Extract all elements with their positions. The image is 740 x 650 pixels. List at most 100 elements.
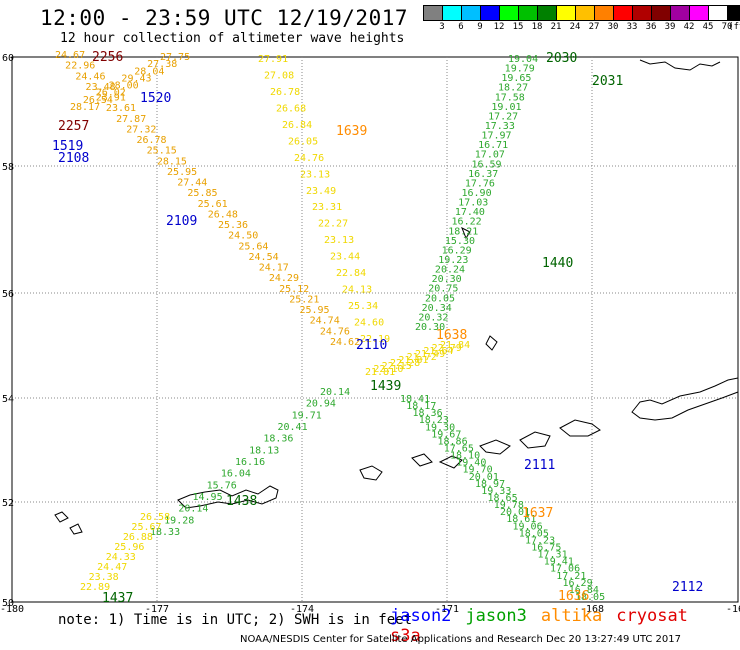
color-swatch [728,6,740,20]
wave-height-value: 28.15 [157,156,187,167]
color-swatch [481,6,500,20]
wave-height-value: 23.44 [330,252,360,263]
map-subtitle: 12 hour collection of altimeter wave hei… [60,31,405,46]
wave-height-value: 27.44 [177,178,207,189]
wave-height-value: 21.64 [423,346,453,357]
wave-height-value: 17.27 [488,111,518,122]
wave-height-value: 22.19 [360,334,390,345]
wave-height-value: 17.40 [455,207,485,218]
color-swatch [633,6,652,20]
pass-time-label: 2031 [592,74,623,89]
wave-height-value: 27.32 [126,124,156,135]
wave-height-value: 16.90 [462,188,492,199]
wave-height-value: 24.46 [75,71,105,82]
color-swatch [690,6,709,20]
wave-height-value: 29.43 [121,73,151,84]
color-scale-tick: 42 [683,22,695,32]
wave-height-value: 16.59 [471,159,501,170]
wave-height-value: 25.67 [131,522,161,533]
map-frame [11,56,739,603]
wave-height-value: 16.84 [569,585,599,596]
coastline-aleutians-west [177,485,279,509]
wave-height-value: 18.17 [406,401,436,412]
wave-height-value: 18.21 [448,226,478,237]
credit-footer: NOAA/NESDIS Center for Satellite Applica… [240,634,682,645]
wave-height-value: 23.13 [324,235,354,246]
wave-height-value: 26.84 [282,120,312,131]
color-scale-tick: (ft) [728,22,740,32]
color-scale-tick: 18 [531,22,543,32]
pass-time-label: 1520 [140,91,171,106]
coastline-alaska-north [639,59,721,71]
wave-height-value: 24.76 [320,326,350,337]
color-scale-tick: 21 [550,22,562,32]
wave-height-value: 26.58 [140,512,170,523]
wave-height-value: 16.75 [531,543,561,554]
wave-height-value: 19.33 [481,486,511,497]
latitude-label: 52 [2,498,14,509]
island-aleutian-2 [411,453,433,467]
legend-entry: jason2 [390,606,452,626]
wave-height-value: 20.94 [306,399,336,410]
wave-height-value: 20.01 [469,472,499,483]
wave-height-value: 25.64 [238,241,268,252]
pass-time-label: 2108 [58,151,89,166]
island-aleutian-3 [438,455,463,469]
wave-height-value: 15.76 [207,480,237,491]
longitude-label: -165 [726,604,740,615]
wave-height-value: 25.36 [218,220,248,231]
island-unalaska [519,431,551,449]
color-swatch [424,6,443,20]
wave-height-value: 27.75 [160,52,190,63]
wave-height-value: 18.97 [475,479,505,490]
pass-time-label: 2030 [546,51,577,66]
wave-height-value: 16.29 [442,245,472,256]
wave-height-value: 23.61 [106,103,136,114]
longitude-label: -168 [580,604,604,615]
wave-height-value: 26.48 [208,209,238,220]
wave-height-value: 19.06 [513,521,543,532]
pass-time-label: 1437 [102,591,133,606]
wave-height-value: 22.10 [373,364,403,375]
wave-height-value: 18.27 [498,83,528,94]
altimeter-tracks: 24.6722.9624.4623.4823.9123.6127.8727.32… [55,50,605,603]
wave-height-value: 25.95 [167,167,197,178]
latitude-label: 58 [2,162,14,173]
wave-height-value: 22.96 [65,61,95,72]
wave-height-value: 18.05 [575,592,605,603]
wave-height-value: 20.05 [425,293,455,304]
color-scale-tick: 6 [458,22,464,32]
wave-height-value: 18.86 [438,436,468,447]
color-swatch [500,6,519,20]
wave-height-value: 25.34 [348,301,378,312]
wave-height-value: 25.61 [198,199,228,210]
wave-height-value: 16.16 [235,457,265,468]
wave-height-value: 26.88 [123,532,153,543]
wave-height-value: 19.04 [508,54,538,65]
wave-height-value: 19.71 [292,410,322,421]
wave-height-value: 17.23 [525,535,555,546]
pass-time-label: 1637 [522,506,553,521]
island-unimak [559,419,601,437]
wave-height-value: 19.67 [431,429,461,440]
wave-height-value: 23.49 [306,186,336,197]
wave-height-value: 18.36 [263,434,293,445]
island-aleutian-1 [359,465,383,481]
color-scale-tick: 15 [512,22,524,32]
pass-time-label: 1639 [336,124,367,139]
color-scale-bar [423,5,740,21]
wave-height-value: 24.17 [259,263,289,274]
wave-height-value: 22.84 [336,268,366,279]
wave-height-value: 19.41 [544,557,574,568]
wave-height-value: 17.21 [556,571,586,582]
color-scale-tick: 36 [645,22,657,32]
island-commander-2 [69,523,83,535]
wave-height-value: 25.96 [114,542,144,553]
wave-height-value: 17.65 [444,444,474,455]
map-title: 12:00 - 23:59 UTC 12/19/2017 [40,6,409,30]
longitude-label: -177 [145,604,169,615]
wave-height-value: 20.24 [435,265,465,276]
wave-height-value: 24.29 [269,273,299,284]
wave-height-value: 18.61 [506,514,536,525]
